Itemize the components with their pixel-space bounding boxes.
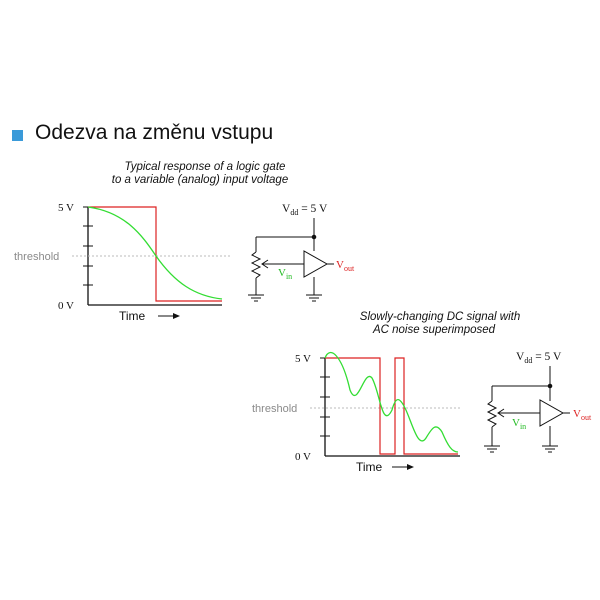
diagram-2-y-bottom-label: 0 V — [295, 451, 311, 463]
slide-heading: Odezva na změnu vstupu — [35, 121, 274, 144]
diagram-2-vout-label: Vout — [573, 408, 592, 422]
diagram-1-x-label: Time — [119, 309, 146, 323]
diagram-2-time-arrowhead — [407, 464, 414, 470]
diagram-1-time-arrowhead — [173, 313, 180, 319]
diagram-1-vdd-label: Vdd = 5 V — [282, 203, 328, 217]
diagram-2-caption-line1: Slowly-changing DC signal with — [360, 311, 520, 323]
diagram-2: Slowly-changing DC signal with AC noise … — [252, 311, 592, 474]
diagram-1-threshold-label: threshold — [14, 251, 59, 263]
diagram-2-vdd-label: Vdd = 5 V — [516, 351, 562, 365]
diagram-2-caption-line2: AC noise superimposed — [372, 324, 496, 336]
diagram-1-y-bottom-label: 0 V — [58, 300, 74, 312]
diagram-1-vin-label: Vin — [278, 267, 292, 281]
diagram-2-circuit: Vdd = 5 V — [484, 351, 592, 453]
diagram-1-caption-line2: to a variable (analog) input voltage — [112, 174, 288, 186]
diagram-1-vout-label: Vout — [336, 259, 355, 273]
diagram-1-output-trace — [88, 206, 222, 302]
diagram-2-threshold-label: threshold — [252, 403, 297, 415]
diagram-1-y-top-label: 5 V — [58, 202, 74, 214]
diagram-1-input-trace — [87, 206, 223, 300]
diagram-1-caption-line1: Typical response of a logic gate — [125, 161, 286, 173]
diagram-2-input-trace — [324, 352, 459, 453]
diagram-2-vin-label: Vin — [512, 417, 526, 431]
diagram-2-y-top-label: 5 V — [295, 353, 311, 365]
bullet-square — [12, 130, 23, 141]
diagram-2-output-trace — [325, 357, 458, 455]
diagram-2-x-label: Time — [356, 460, 383, 474]
diagram-1-circuit: Vdd = 5 V — [248, 203, 355, 302]
diagram-1: Typical response of a logic gate to a va… — [14, 161, 355, 323]
